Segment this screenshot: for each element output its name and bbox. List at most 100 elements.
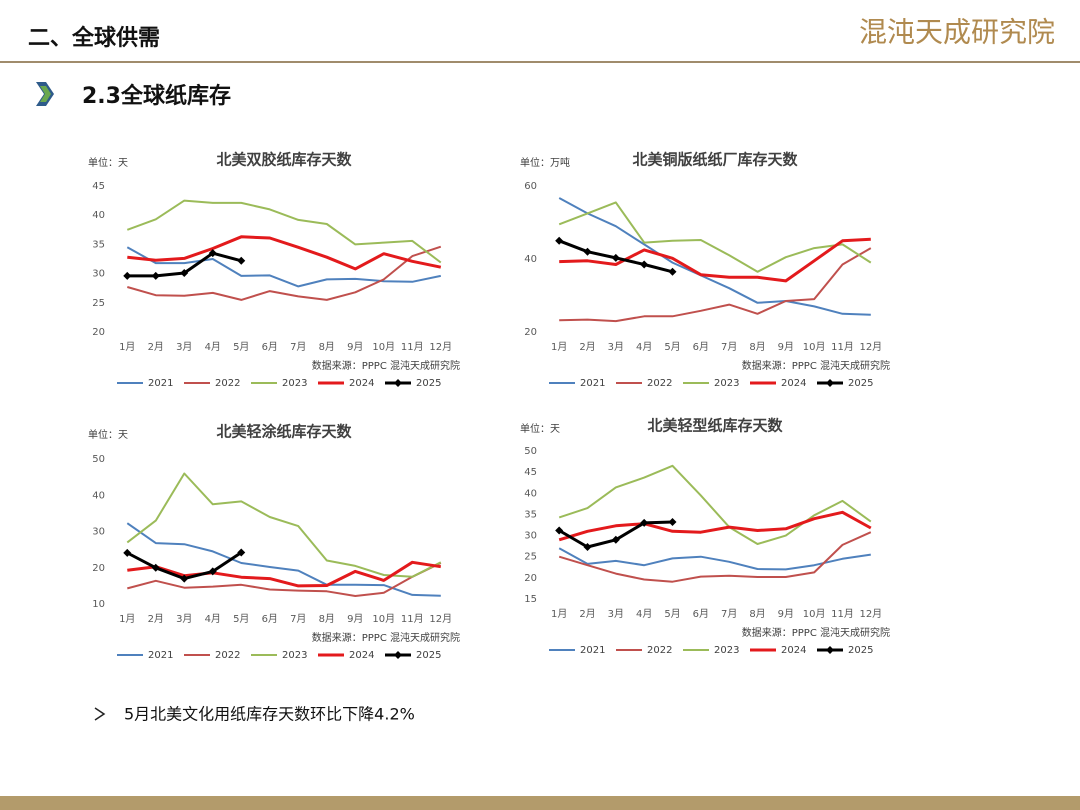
x-tick-label: 11月 (831, 341, 854, 353)
point-marker (611, 535, 620, 544)
legend-label: 2022 (215, 650, 240, 661)
y-tick-label: 30 (524, 531, 537, 542)
y-tick-label: 40 (92, 490, 105, 501)
y-tick-label: 45 (92, 181, 105, 192)
x-tick-label: 5月 (664, 341, 680, 353)
x-tick-label: 8月 (319, 341, 335, 353)
y-tick-label: 25 (524, 552, 537, 563)
unit-label: 单位：天 (88, 156, 128, 169)
point-marker (668, 267, 677, 276)
legend-label: 2021 (580, 378, 605, 389)
point-marker (123, 548, 132, 557)
y-tick-label: 30 (92, 269, 105, 280)
x-tick-label: 7月 (721, 341, 737, 353)
series-line (126, 199, 442, 264)
point-marker (555, 526, 564, 535)
y-tick-label: 10 (92, 599, 105, 610)
x-tick-label: 6月 (693, 341, 709, 353)
x-tick-label: 5月 (233, 613, 249, 625)
y-tick-label: 15 (524, 594, 537, 605)
legend-marker (826, 646, 834, 654)
series-line (558, 531, 872, 583)
legend-label: 2025 (416, 650, 441, 661)
x-tick-label: 11月 (831, 608, 854, 620)
point-marker (180, 269, 189, 278)
series-line (559, 247, 872, 323)
legend-label: 2023 (282, 650, 307, 661)
legend-label: 2024 (781, 645, 806, 656)
section-icon-inner (40, 86, 51, 102)
header-title: 二、全球供需 (28, 25, 160, 51)
y-tick-label: 35 (92, 239, 105, 250)
series-line (126, 522, 441, 597)
point-marker (180, 574, 189, 583)
unit-label: 单位：万吨 (520, 156, 570, 169)
x-tick-label: 9月 (347, 341, 363, 353)
legend-label: 2022 (215, 378, 240, 389)
x-tick-label: 1月 (119, 341, 135, 353)
point-marker (237, 548, 246, 557)
point-marker (123, 271, 132, 280)
legend-label: 2024 (349, 650, 374, 661)
x-tick-label: 10月 (372, 613, 395, 625)
x-tick-label: 7月 (721, 608, 737, 620)
source-note: 数据来源：PPPC 混沌天成研究院 (742, 626, 890, 639)
legend-label: 2021 (148, 378, 173, 389)
legend-label: 2025 (416, 378, 441, 389)
y-tick-label: 30 (92, 527, 105, 538)
point-marker (583, 247, 592, 256)
chart-title: 北美轻型纸库存天数 (647, 417, 783, 435)
legend-marker (826, 379, 834, 387)
legend-label: 2021 (580, 645, 605, 656)
point-marker (151, 563, 160, 572)
y-tick-label: 25 (92, 298, 105, 309)
x-tick-label: 6月 (262, 341, 278, 353)
series-line (127, 245, 442, 301)
y-tick-label: 50 (524, 446, 537, 457)
x-tick-label: 12月 (429, 341, 452, 353)
point-marker (640, 260, 649, 269)
legend-label: 2023 (714, 378, 739, 389)
bullet-text: 5月北美文化用纸库存天数环比下降4.2% (124, 705, 415, 724)
point-marker (611, 253, 620, 262)
point-marker (555, 236, 564, 245)
x-tick-label: 3月 (176, 613, 192, 625)
y-tick-label: 20 (524, 573, 537, 584)
x-tick-label: 11月 (401, 341, 424, 353)
source-note: 数据来源：PPPC 混沌天成研究院 (312, 359, 460, 372)
x-tick-label: 9月 (347, 613, 363, 625)
y-tick-label: 20 (524, 327, 537, 338)
legend-label: 2025 (848, 645, 873, 656)
x-tick-label: 7月 (290, 613, 306, 625)
point-marker (151, 271, 160, 280)
x-tick-label: 1月 (551, 608, 567, 620)
point-marker (583, 542, 592, 551)
chart-title: 北美双胶纸库存天数 (216, 151, 352, 169)
logo: 混沌天成研究院 (859, 16, 1055, 49)
x-tick-label: 10月 (372, 341, 395, 353)
legend-label: 2022 (647, 378, 672, 389)
source-note: 数据来源：PPPC 混沌天成研究院 (742, 359, 890, 372)
x-tick-label: 8月 (749, 608, 765, 620)
legend-marker (394, 379, 402, 387)
x-tick-label: 8月 (749, 341, 765, 353)
x-tick-label: 10月 (803, 608, 826, 620)
x-tick-label: 5月 (233, 341, 249, 353)
x-tick-label: 1月 (551, 341, 567, 353)
x-tick-label: 2月 (148, 613, 164, 625)
point-marker (208, 567, 217, 576)
x-tick-label: 12月 (859, 608, 882, 620)
point-marker (208, 249, 217, 258)
x-tick-label: 2月 (148, 341, 164, 353)
x-tick-label: 5月 (664, 608, 680, 620)
unit-label: 单位：天 (88, 428, 128, 441)
series-line (558, 197, 871, 316)
source-note: 数据来源：PPPC 混沌天成研究院 (312, 631, 460, 644)
chart-title: 北美铜版纸纸厂库存天数 (632, 151, 798, 169)
x-tick-label: 9月 (778, 608, 794, 620)
y-tick-label: 40 (524, 254, 537, 265)
y-tick-label: 60 (524, 181, 537, 192)
y-tick-label: 40 (524, 488, 537, 499)
point-marker (640, 518, 649, 527)
